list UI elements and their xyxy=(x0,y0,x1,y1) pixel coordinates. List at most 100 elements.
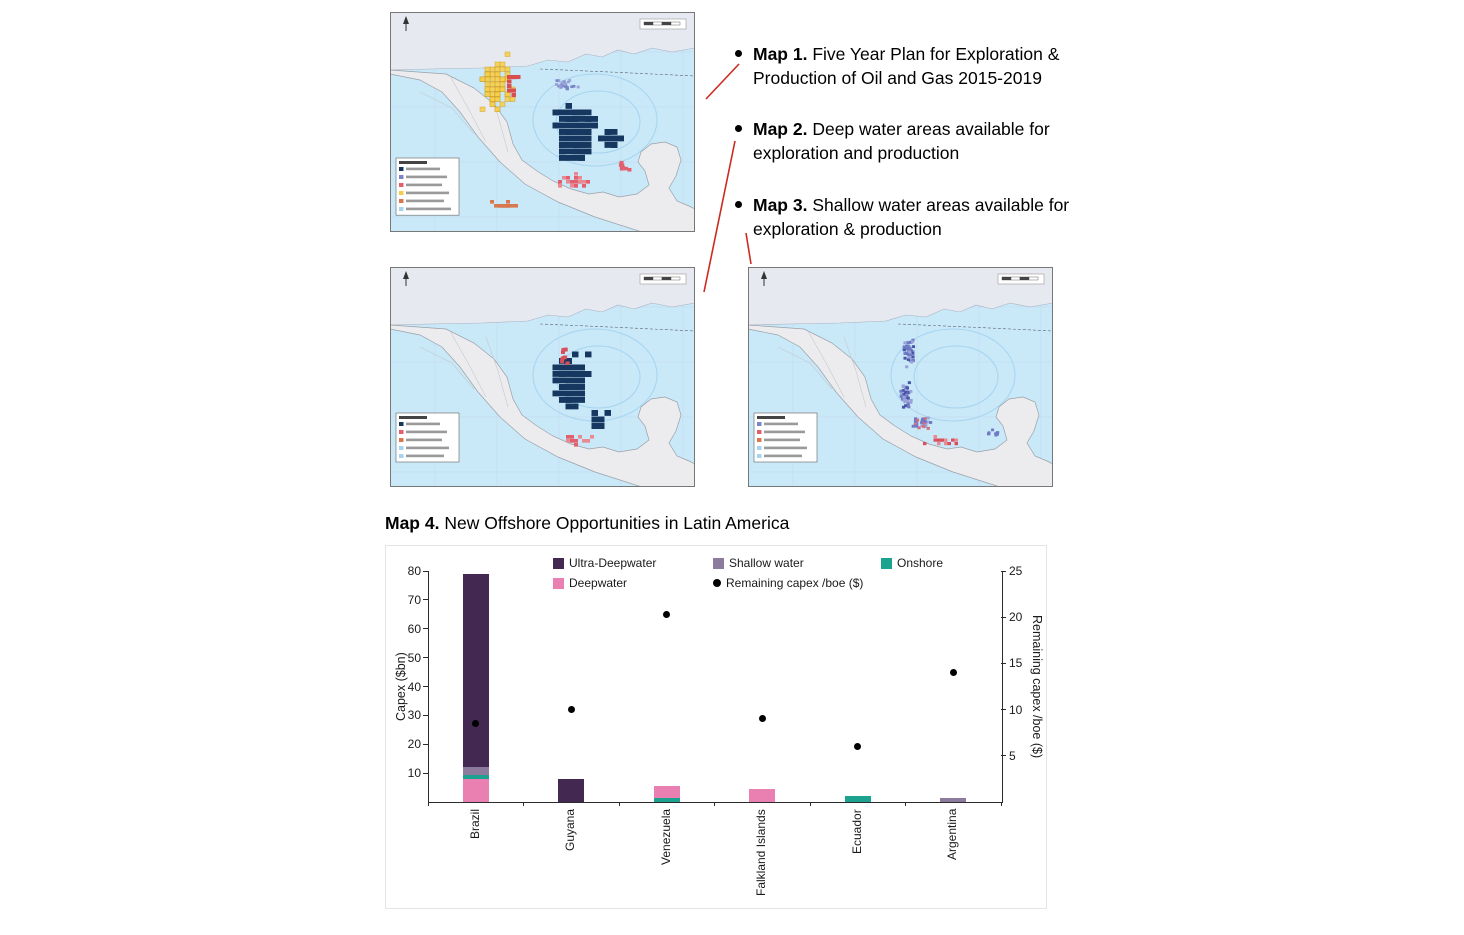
exploration-production-blocks xyxy=(559,135,566,142)
map2-deep-water-areas xyxy=(390,267,695,487)
assignment-blocks xyxy=(627,167,632,172)
deepwater-blocks xyxy=(565,390,572,397)
caption-text: Map 3. Shallow water areas available for… xyxy=(753,193,1087,241)
legend-item: Ultra-Deepwater xyxy=(553,556,713,570)
maritime-boundary xyxy=(539,68,695,77)
deepwater-blocks xyxy=(572,371,579,377)
assignment-blocks xyxy=(944,442,948,446)
scale-bar xyxy=(1010,276,1021,281)
exploration-production-blocks xyxy=(585,142,592,148)
shallow-water-speckle xyxy=(562,82,566,86)
state-boundary xyxy=(449,330,487,398)
map-frame xyxy=(748,267,1053,487)
onshore-blocks-grid xyxy=(494,71,501,77)
shallow-water-blocks xyxy=(907,355,911,359)
y-axis-left-tick-label: 20 xyxy=(407,737,421,752)
deepwater-blocks xyxy=(565,403,572,410)
bar-segment xyxy=(940,797,967,802)
y-axis-right-tick xyxy=(1001,709,1006,711)
y-axis-left-tick xyxy=(423,772,428,774)
onshore-blocks-grid xyxy=(499,76,506,82)
shallow-water-blocks xyxy=(926,416,930,420)
assignment-blocks xyxy=(494,204,498,208)
onshore-blocks-grid xyxy=(489,81,496,87)
onshore-blocks-grid xyxy=(504,96,511,102)
assignment-blocks xyxy=(951,438,955,442)
assignment-blocks xyxy=(954,438,958,442)
assignment-blocks xyxy=(933,435,937,439)
legend-item: Remaining capex /boe ($) xyxy=(713,576,881,590)
map-legend-title xyxy=(757,416,785,419)
y-axis-right-tick-label: 25 xyxy=(1009,564,1023,578)
legend-swatch xyxy=(713,557,724,569)
deepwater-blocks xyxy=(572,384,579,390)
map-legend-text xyxy=(406,446,449,450)
exploration-production-blocks xyxy=(578,155,585,161)
legend-swatch xyxy=(881,557,892,569)
map-legend-symbol xyxy=(757,430,762,434)
shallow-water-blocks xyxy=(914,417,918,421)
caption-text: Map 2. Deep water areas available for ex… xyxy=(753,117,1087,165)
shallow-water-speckle xyxy=(561,84,565,88)
shallow-water-speckle xyxy=(576,85,580,89)
map-legend-symbol xyxy=(399,454,404,458)
north-arrow-icon xyxy=(403,271,409,279)
maritime-boundary xyxy=(897,323,1053,332)
deepwater-blocks xyxy=(565,377,572,384)
exploration-production-blocks xyxy=(578,122,585,129)
onshore-blocks-grid xyxy=(504,66,511,72)
legend-item: Onshore xyxy=(881,556,1001,570)
shallow-water-speckle xyxy=(554,83,558,86)
caption-label: Map 1. xyxy=(753,44,808,64)
map2-canvas xyxy=(390,267,695,487)
exploration-production-blocks xyxy=(585,135,592,142)
deepwater-blocks xyxy=(559,390,566,397)
exploration-production-blocks xyxy=(565,129,572,135)
bullet-icon xyxy=(735,200,742,208)
onshore-blocks-grid xyxy=(489,76,496,82)
shallow-water-blocks xyxy=(905,386,910,390)
shallow-water-blocks xyxy=(909,400,913,404)
onshore-blocks-grid xyxy=(499,101,506,107)
onshore-blocks-grid xyxy=(494,81,501,87)
bidding-area-blocks xyxy=(563,355,568,360)
exploration-production-blocks xyxy=(591,116,598,122)
shallow-water-speckle xyxy=(572,84,576,88)
bathymetry-contour xyxy=(555,90,641,154)
remaining-capex-dot xyxy=(663,610,671,618)
deepwater-blocks xyxy=(552,377,559,384)
assignment-blocks xyxy=(578,176,582,180)
assignment-blocks xyxy=(923,442,927,446)
assignment-blocks xyxy=(582,184,586,188)
map-legend-text xyxy=(406,199,444,203)
legend-swatch xyxy=(713,579,721,587)
shallow-water-blocks xyxy=(911,338,915,342)
shallow-water-blocks xyxy=(913,419,918,423)
shallow-water-blocks xyxy=(911,359,915,362)
deepwater-blocks xyxy=(565,397,572,403)
y-axis-left-tick-label: 30 xyxy=(407,708,421,723)
onshore-blocks-grid xyxy=(494,91,501,97)
category-label: Brazil xyxy=(467,809,482,840)
bidding-area-blocks xyxy=(561,348,566,352)
deepwater-blocks xyxy=(572,377,579,384)
bar-segment xyxy=(462,767,489,775)
north-arrow-icon xyxy=(761,271,767,279)
assignment-blocks xyxy=(620,163,625,168)
state-boundary xyxy=(419,346,475,390)
mexico-land xyxy=(390,324,695,487)
exploration-production-blocks xyxy=(578,109,585,116)
shallow-water-blocks xyxy=(907,405,911,409)
deepwater-blocks xyxy=(552,364,559,371)
shallow-water-blocks xyxy=(906,341,911,345)
shallow-water-blocks xyxy=(911,351,915,355)
scale-bar xyxy=(643,276,654,281)
exploration-production-blocks xyxy=(572,129,579,135)
shallow-water-blocks xyxy=(901,405,906,409)
x-axis-tick xyxy=(618,802,620,806)
shallow-water-speckle xyxy=(568,79,572,82)
onshore-blocks-grid xyxy=(479,106,486,112)
assignment-blocks xyxy=(558,184,562,188)
exploration-production-blocks xyxy=(572,135,579,142)
exploration-production-blocks xyxy=(565,122,572,129)
